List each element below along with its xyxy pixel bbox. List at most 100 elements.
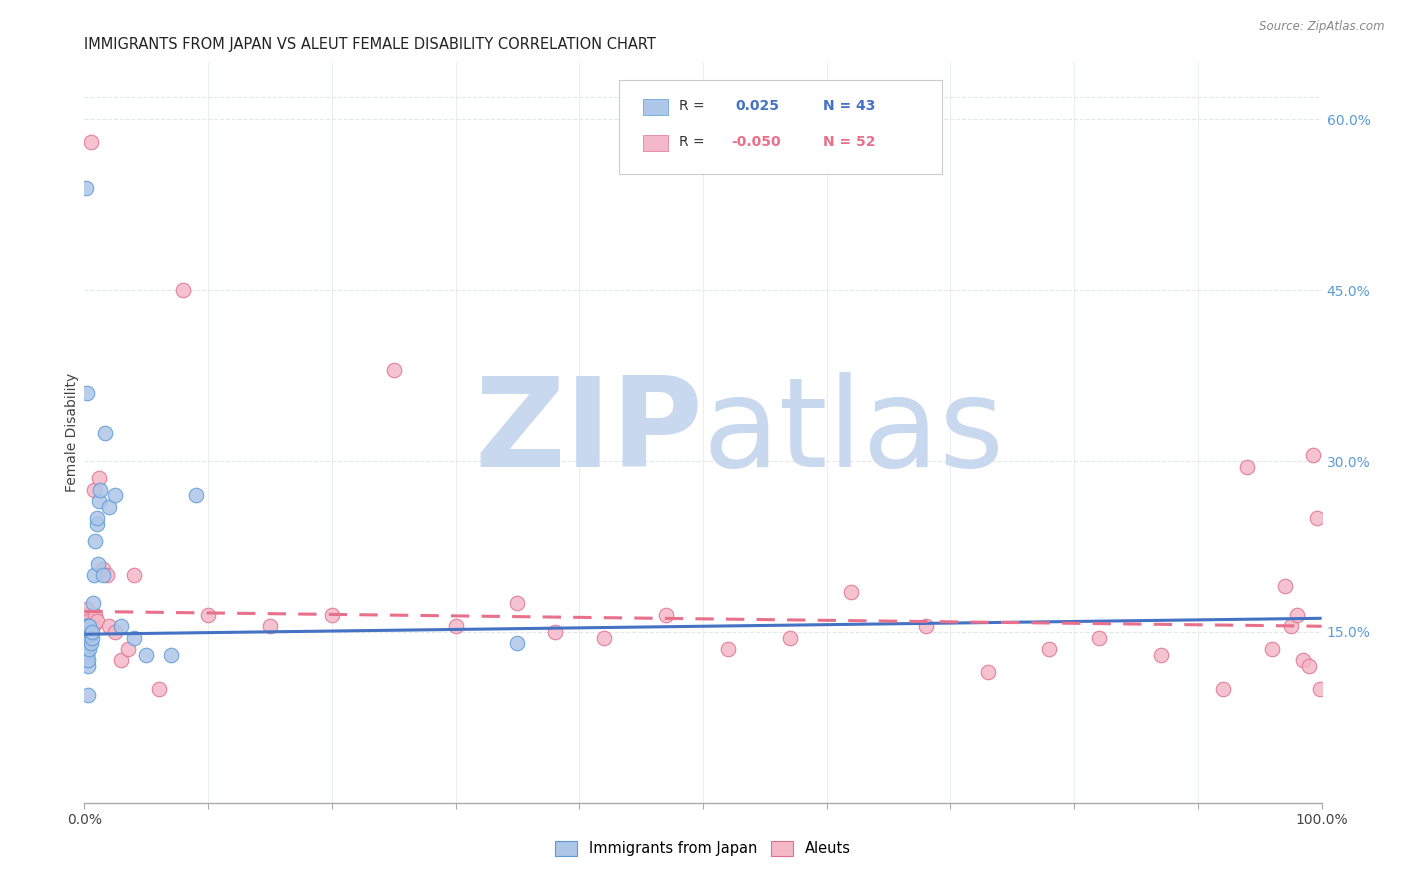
Point [122,631,145,645]
Text: 0.025: 0.025 [735,99,779,113]
Text: atlas: atlas [703,372,1005,493]
Point [914,619,936,633]
Point [197,607,219,622]
Point [76,653,98,667]
Point [77,636,100,650]
Point [976,665,998,679]
Point [506,636,529,650]
Point [110,619,132,633]
Point [89,494,111,508]
Point [76,642,98,657]
Text: R =: R = [679,99,709,113]
Point [84,607,107,622]
Point [444,619,467,633]
Point [82,597,104,611]
Point [148,681,170,696]
Point [382,363,405,377]
Point [77,659,100,673]
Point [82,619,104,633]
Text: ZIP: ZIP [474,372,703,493]
Point [75,648,97,662]
Point [1309,681,1331,696]
Point [655,607,678,622]
Point [593,631,616,645]
Point [75,636,97,650]
Point [89,483,111,497]
Y-axis label: Female Disability: Female Disability [65,373,79,492]
Legend: Immigrants from Japan, Aleuts: Immigrants from Japan, Aleuts [550,835,856,863]
Point [77,653,100,667]
Point [89,471,111,485]
Point [75,607,97,622]
Point [1302,449,1324,463]
Text: R =: R = [679,135,709,149]
Text: N = 52: N = 52 [823,135,875,149]
Point [1038,642,1060,657]
Point [77,619,100,633]
Point [94,425,117,440]
Point [135,648,157,662]
Text: Source: ZipAtlas.com: Source: ZipAtlas.com [1260,20,1385,33]
Point [110,653,132,667]
Point [160,648,183,662]
Point [91,562,114,576]
Point [1305,511,1327,525]
Point [98,619,121,633]
Point [76,648,98,662]
Point [104,624,127,639]
Point [1279,619,1302,633]
Point [75,619,97,633]
Point [172,283,194,297]
Point [98,500,121,514]
Point [117,642,139,657]
Point [80,624,103,639]
Point [80,631,103,645]
Point [79,631,101,645]
Point [79,636,101,650]
Point [83,483,105,497]
Point [76,619,98,633]
Point [717,642,740,657]
Point [75,614,97,628]
Point [84,533,107,548]
Point [77,614,100,628]
Point [86,614,108,628]
Point [1088,631,1111,645]
Text: N = 43: N = 43 [823,99,875,113]
Point [1285,607,1308,622]
Text: IMMIGRANTS FROM JAPAN VS ALEUT FEMALE DISABILITY CORRELATION CHART: IMMIGRANTS FROM JAPAN VS ALEUT FEMALE DI… [84,37,657,52]
Point [80,619,103,633]
Point [1274,579,1296,593]
Point [259,619,281,633]
Point [87,557,110,571]
Point [75,619,97,633]
Point [543,624,565,639]
Point [77,688,100,702]
Point [841,585,863,599]
Point [104,488,127,502]
Point [1292,653,1315,667]
Point [1298,659,1320,673]
Point [1212,681,1234,696]
Point [76,602,98,616]
Point [1261,642,1284,657]
Text: -0.050: -0.050 [731,135,780,149]
Point [79,642,101,657]
Point [779,631,801,645]
Point [76,385,98,400]
Point [184,488,207,502]
Point [75,642,97,657]
Point [75,631,97,645]
Point [91,568,114,582]
Point [1236,459,1258,474]
Point [79,619,101,633]
Point [506,597,529,611]
Point [321,607,343,622]
Point [83,568,105,582]
Point [79,627,101,641]
Point [76,619,98,633]
Point [1150,648,1173,662]
Point [76,631,98,645]
Point [122,568,145,582]
Point [75,624,97,639]
